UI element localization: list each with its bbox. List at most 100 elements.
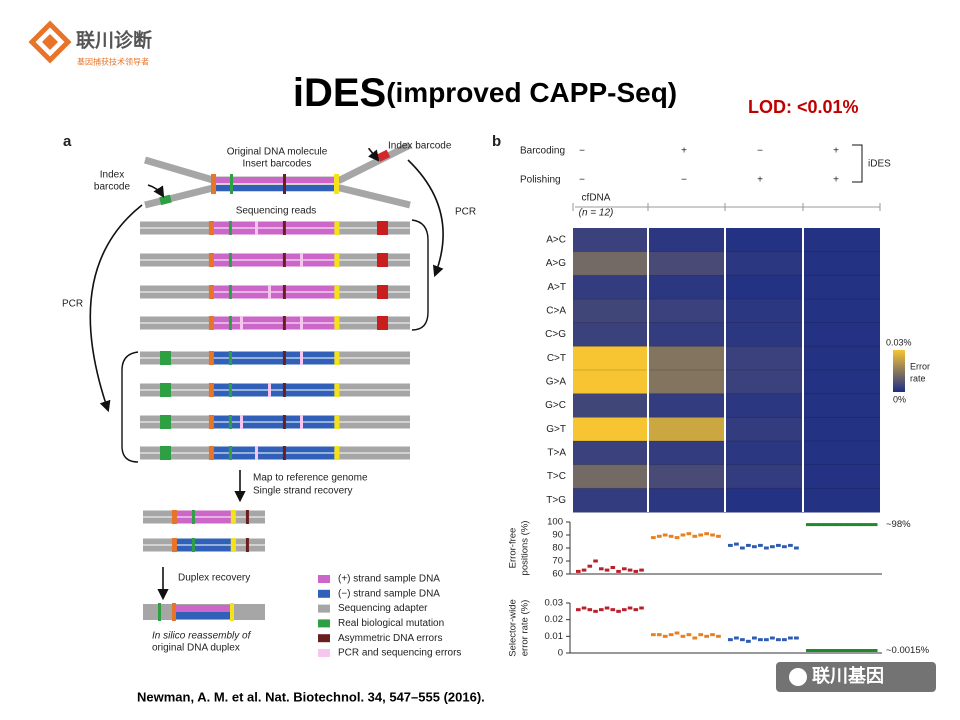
diagram-label: barcode: [94, 182, 131, 193]
condition-value: +: [833, 146, 839, 157]
legend-swatch: [318, 619, 330, 628]
heatmap-cell: [648, 417, 725, 442]
condition-value: −: [757, 146, 763, 157]
y-tick-label: 70: [552, 556, 563, 567]
heatmap-cell: [573, 275, 648, 300]
insert-barcode: [334, 285, 340, 299]
dot-mark: [576, 608, 581, 612]
condition-value: +: [757, 175, 763, 186]
y-tick-label: 80: [552, 543, 563, 554]
dot-mark: [859, 649, 866, 652]
strand: [212, 453, 335, 460]
dot-mark: [692, 534, 698, 538]
legend-label: Real biological mutation: [338, 618, 444, 629]
condition-value: +: [681, 146, 687, 157]
legend-label: Sequencing adapter: [338, 603, 428, 614]
mutation: [228, 446, 232, 460]
heatmap-cell: [725, 464, 803, 489]
dot-mark: [692, 636, 698, 640]
arrow: [368, 147, 380, 162]
dot-mark: [859, 523, 866, 527]
dot-mark: [627, 568, 633, 572]
watermark-bg: [776, 662, 936, 692]
watermark: 联川基因: [812, 665, 884, 687]
mutation: [228, 221, 232, 235]
dot-mark: [752, 636, 757, 640]
heatmap-cell: [573, 322, 648, 347]
dot-mark: [752, 545, 757, 549]
annotation: ~98%: [886, 519, 911, 530]
dot-mark: [616, 569, 621, 573]
strand: [175, 538, 231, 545]
dot-mark: [668, 534, 674, 538]
heatmap-row-label: C>G: [545, 329, 566, 340]
heatmap-row-label: C>T: [547, 353, 566, 364]
dot-mark: [734, 636, 739, 640]
insert-barcode: [230, 510, 236, 524]
legend-swatch: [318, 634, 330, 643]
insert-barcode: [334, 351, 340, 365]
dot-mark: [668, 633, 674, 637]
dot-mark: [704, 634, 709, 638]
dot-mark: [782, 638, 787, 642]
condition-value: −: [681, 175, 687, 186]
heatmap-row-label: A>T: [547, 282, 566, 293]
arrow: [407, 159, 444, 278]
dot-mark: [581, 606, 587, 610]
condition-label: Barcoding: [520, 146, 565, 157]
panel-b: Barcoding − + − + Polishing − − + + iDES cfDNA (n = …: [508, 144, 930, 659]
diagram-label: PCR: [62, 299, 83, 310]
arrow: [147, 184, 165, 198]
bracket: [121, 351, 139, 463]
heatmap-cell: [725, 441, 803, 466]
heatmap-cell: [573, 370, 648, 395]
condition-value: −: [579, 175, 585, 186]
logo-name: 联川诊断: [76, 29, 152, 52]
dot-mark: [764, 638, 769, 642]
index-barcode: [377, 221, 388, 235]
dot-mark: [587, 608, 593, 612]
dot-mark: [770, 636, 775, 640]
legend-label: PCR and sequencing errors: [338, 648, 461, 659]
heatmap-cell: [648, 251, 725, 276]
heatmap-row-label: A>C: [546, 234, 566, 245]
mutation: [228, 285, 232, 299]
dot-mark: [758, 638, 763, 642]
diagram-label: Original DNA molecule: [227, 147, 328, 158]
y-tick-label: 0: [558, 648, 563, 659]
strand: [212, 292, 335, 299]
heatmap-cell: [648, 441, 725, 466]
strand: [212, 228, 335, 235]
insert-barcode: [171, 538, 177, 552]
heatmap-row-label: C>A: [546, 305, 566, 316]
dot-mark: [829, 649, 837, 652]
legend-swatch: [318, 604, 330, 613]
insert-barcode: [334, 174, 339, 194]
index-barcode: [377, 316, 388, 330]
heatmap-cell: [648, 464, 725, 489]
dot-mark: [716, 634, 721, 638]
heatmap-cell: [648, 346, 725, 371]
mutation: [191, 510, 195, 524]
heatmap-cell: [648, 299, 725, 324]
dot-mark: [811, 649, 819, 652]
insert-barcode: [334, 316, 340, 330]
watermark-icon: [789, 668, 807, 686]
dot-mark: [776, 543, 781, 547]
dot-mark: [728, 543, 733, 547]
dot-mark: [599, 567, 604, 571]
insert-barcode: [334, 383, 340, 397]
insert-barcode: [334, 446, 340, 460]
strand: [176, 605, 230, 612]
asym-error: [282, 316, 286, 330]
asym-error: [282, 285, 286, 299]
diagram-label: Sequencing reads: [236, 206, 317, 217]
dot-mark: [622, 608, 627, 612]
condition-label: Polishing: [520, 175, 561, 186]
insert-barcode: [334, 415, 340, 429]
diagram-label: Insert barcodes: [243, 159, 312, 170]
strand: [212, 260, 335, 267]
mutation: [191, 538, 195, 552]
